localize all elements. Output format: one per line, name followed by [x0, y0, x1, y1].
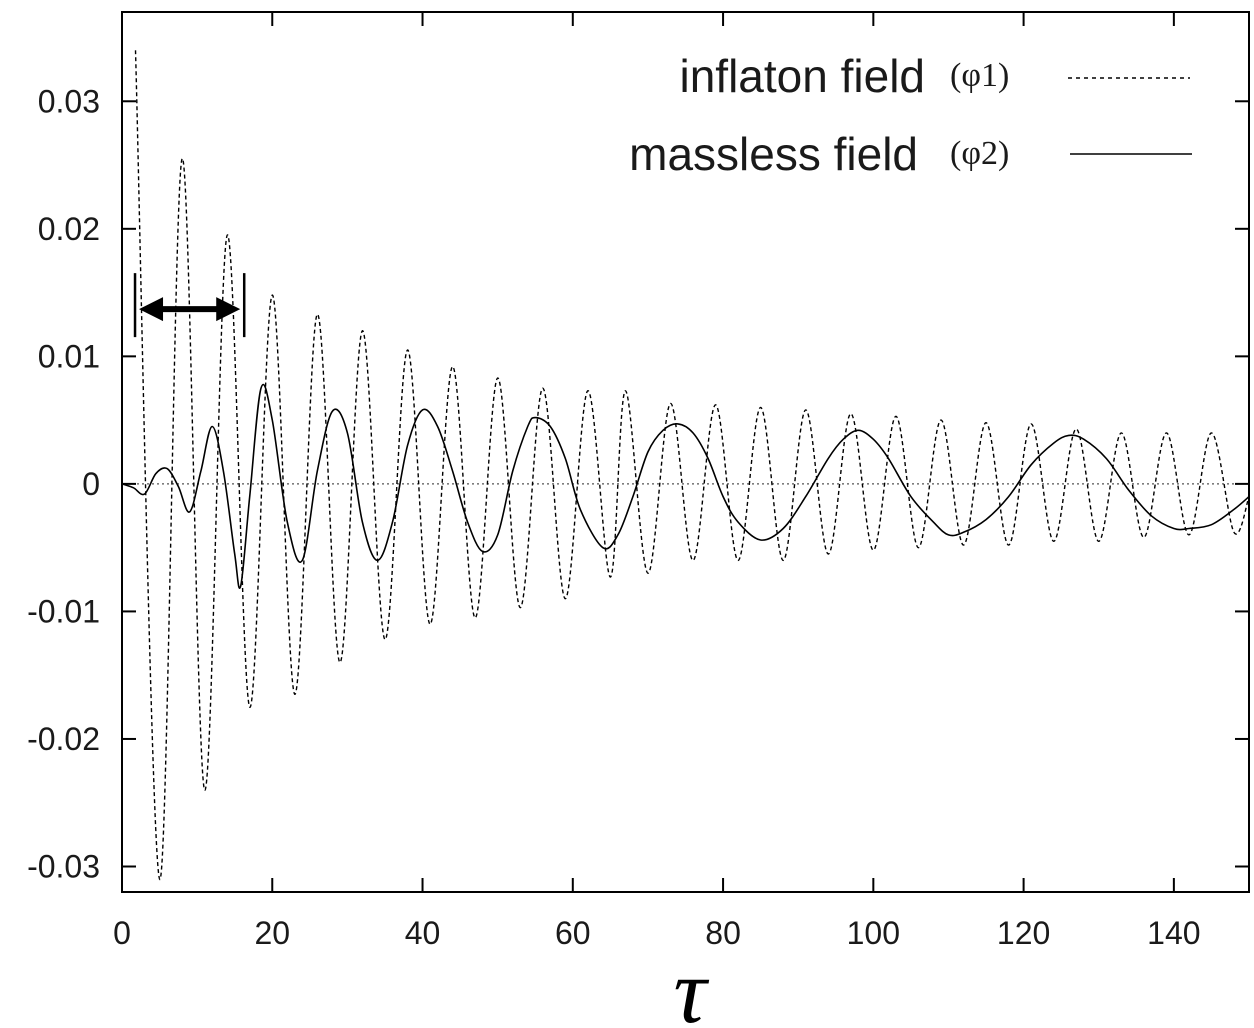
y-tick-label: 0.01 [38, 338, 100, 374]
legend-label-inflaton: inflaton field [680, 50, 926, 102]
x-tick-label: 80 [705, 915, 741, 951]
x-tick-label: 60 [555, 915, 591, 951]
arrow-head-right [216, 297, 241, 322]
y-tick-label: -0.02 [27, 721, 100, 757]
y-tick-label: -0.01 [27, 593, 100, 629]
x-tick-label: 20 [254, 915, 290, 951]
y-tick-label: 0.02 [38, 211, 100, 247]
legend-label-massless: massless field [629, 128, 918, 180]
x-tick-label: 120 [997, 915, 1050, 951]
series-line-massless [122, 383, 1249, 589]
x-tick-label: 0 [113, 915, 131, 951]
y-tick-label: 0.03 [38, 83, 100, 119]
x-tick-label: 140 [1147, 915, 1200, 951]
legend-symbol-inflaton: (φ1) [950, 57, 1009, 94]
y-tick-label: -0.03 [27, 848, 100, 884]
series-layer [122, 50, 1249, 880]
plot-frame [121, 11, 1250, 893]
tick-layer: 0 20 40 60 80 100 120 140 0.03 0.02 0.01 0 -0.01 -0.0… [27, 12, 1249, 951]
series-line-inflaton [134, 50, 1249, 880]
x-axis-label: τ [674, 940, 710, 1028]
arrow-head-left [139, 297, 164, 322]
x-tick-label: 100 [847, 915, 900, 951]
legend-symbol-massless: (φ2) [950, 135, 1009, 172]
y-tick-label: 0 [82, 466, 100, 502]
annotation-layer [133, 273, 246, 338]
x-tick-label: 40 [405, 915, 441, 951]
legend: inflaton field (φ1) massless field (φ2) [629, 50, 1192, 180]
